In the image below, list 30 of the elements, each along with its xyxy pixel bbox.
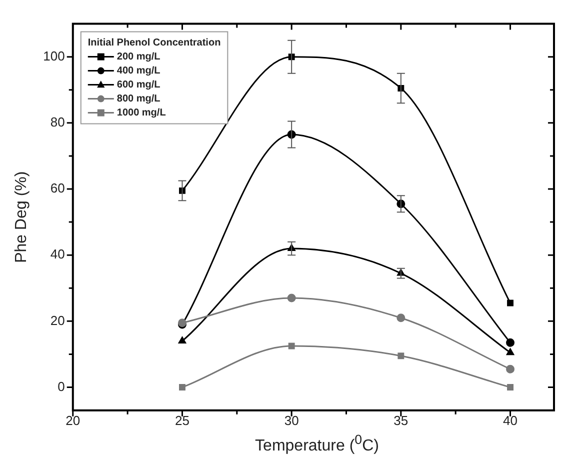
legend-label: 1000 mg/L xyxy=(116,108,166,119)
legend-label: 600 mg/L xyxy=(116,80,160,91)
point xyxy=(288,342,295,350)
x-tick-label: 30 xyxy=(284,412,299,428)
point xyxy=(506,364,515,374)
y-tick-label: 60 xyxy=(50,180,65,196)
x-tick-label: 20 xyxy=(66,412,80,428)
point xyxy=(507,384,514,390)
point xyxy=(396,314,406,322)
point xyxy=(178,336,186,344)
y-tick-label: 40 xyxy=(50,246,65,262)
x-axis-title: Temperature ($^{0}$C) xyxy=(254,432,380,456)
x-tick-label: 35 xyxy=(394,412,408,428)
point xyxy=(506,348,514,356)
point xyxy=(179,384,186,390)
y-tick-label: 100 xyxy=(43,48,65,64)
y-axis-title: Phe Deg (%) xyxy=(13,171,30,263)
y-tick-label: 20 xyxy=(50,312,65,328)
y-tick-label: 80 xyxy=(50,114,65,130)
x-tick-label: 40 xyxy=(503,412,518,428)
y-tick-label: 0 xyxy=(58,378,65,394)
point xyxy=(506,338,515,347)
legend-label: 400 mg/L xyxy=(116,66,160,77)
point xyxy=(507,300,514,306)
point xyxy=(398,352,404,360)
legend-label: 200 mg/L xyxy=(116,52,160,63)
point xyxy=(287,294,296,302)
legend-title: Initial Phenol Concentration xyxy=(88,38,221,49)
legend-label: 800 mg/L xyxy=(116,94,160,105)
x-tick-label: 25 xyxy=(175,412,190,428)
